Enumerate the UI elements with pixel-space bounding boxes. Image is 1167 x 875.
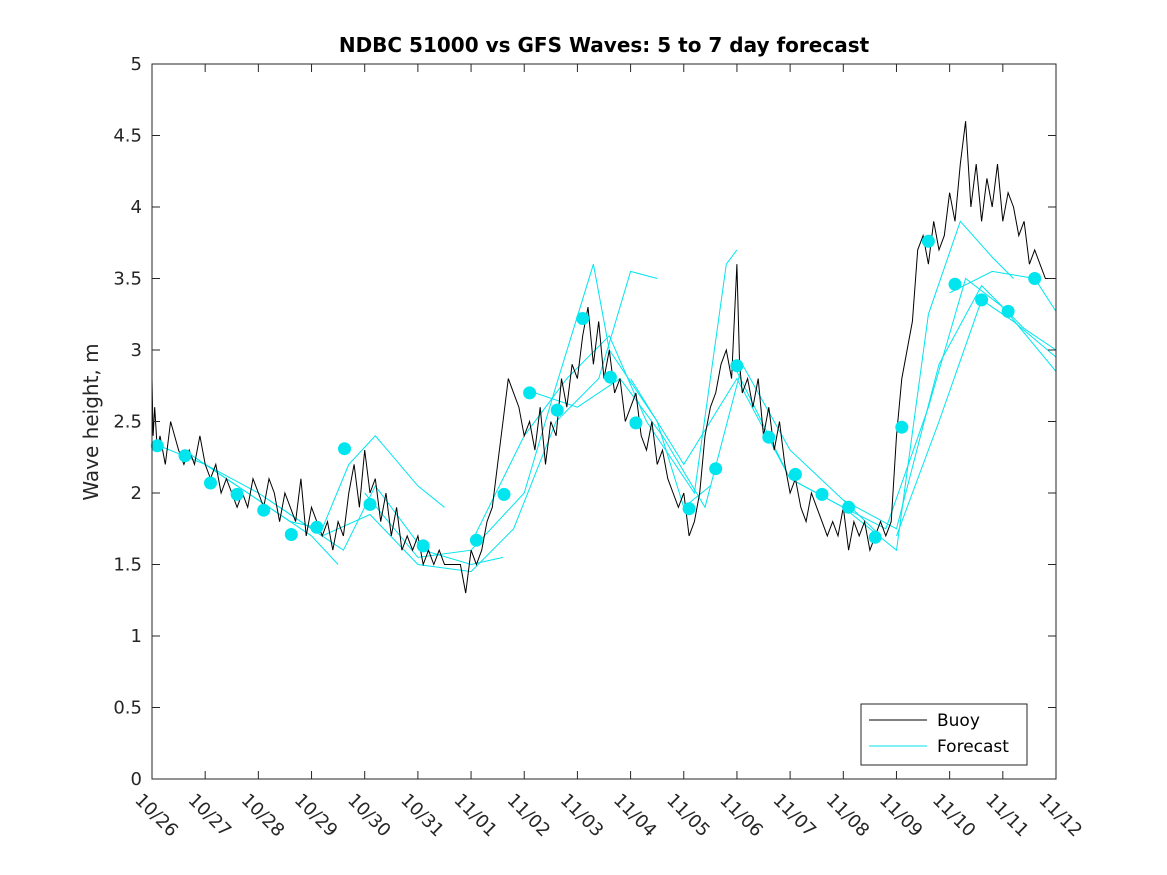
forecast-marker xyxy=(815,487,829,501)
axis-ticks xyxy=(151,63,1057,780)
forecast-marker xyxy=(550,403,564,417)
forecast-marker xyxy=(975,293,989,307)
forecast-marker xyxy=(1028,272,1042,285)
forecast-marker xyxy=(629,416,643,430)
forecast-marker xyxy=(762,430,776,444)
x-tick-label: 10/26 xyxy=(130,790,182,842)
forecast-line-5 xyxy=(364,264,711,558)
forecast-line-2 xyxy=(183,435,445,530)
forecast-marker xyxy=(497,487,511,501)
forecast-marker xyxy=(895,420,909,434)
legend-buoy-label: Buoy xyxy=(937,711,980,731)
forecast-line-12 xyxy=(949,270,1057,312)
y-tick-label: 2.5 xyxy=(113,412,142,433)
y-tick-label: 0 xyxy=(131,769,142,790)
forecast-marker xyxy=(523,386,537,400)
forecast-line-8 xyxy=(630,220,1014,552)
forecast-marker xyxy=(788,467,802,481)
y-tick-label: 0.5 xyxy=(113,698,142,719)
forecast-marker xyxy=(469,533,483,547)
plot-background xyxy=(152,64,1056,779)
x-tick-label: 11/01 xyxy=(450,790,502,842)
forecast-series-group xyxy=(151,220,1057,573)
y-tick-label: 5 xyxy=(131,54,142,75)
forecast-marker xyxy=(363,497,377,511)
forecast-marker xyxy=(204,476,217,490)
x-tick-label: 11/09 xyxy=(875,790,927,842)
legend: Buoy Forecast xyxy=(860,703,1028,766)
forecast-marker xyxy=(921,234,935,248)
forecast-marker xyxy=(284,528,298,541)
y-tick-label: 4.5 xyxy=(113,126,142,147)
x-tick-label: 10/28 xyxy=(237,790,289,842)
forecast-marker xyxy=(257,503,271,517)
x-tick-label: 11/05 xyxy=(662,790,714,842)
x-tick-label: 11/12 xyxy=(1034,790,1086,842)
x-tick-label: 10/31 xyxy=(396,790,448,842)
y-tick-label: 4 xyxy=(131,197,142,218)
x-tick-label: 11/08 xyxy=(822,790,874,842)
forecast-marker xyxy=(576,312,590,325)
x-tick-label: 11/06 xyxy=(715,790,767,842)
x-tick-label: 11/03 xyxy=(556,790,608,842)
legend-box xyxy=(860,703,1028,766)
x-tick-label: 10/30 xyxy=(343,790,395,842)
forecast-marker xyxy=(682,502,696,516)
forecast-line-10 xyxy=(843,284,1057,530)
forecast-marker xyxy=(230,487,244,501)
x-tick-label: 10/29 xyxy=(290,790,342,842)
buoy-series-group xyxy=(151,121,1051,594)
forecast-marker xyxy=(338,442,351,456)
y-tick-label: 1 xyxy=(131,626,142,647)
x-tick-label: 10/27 xyxy=(184,790,236,842)
forecast-marker xyxy=(948,277,962,291)
forecast-marker xyxy=(709,462,723,476)
y-tick-label: 2 xyxy=(131,483,142,504)
chart-title: NDBC 51000 vs GFS Waves: 5 to 7 day fore… xyxy=(339,33,870,57)
plot-area xyxy=(150,63,1057,780)
forecast-line-9 xyxy=(736,277,1057,530)
x-tick-label: 11/02 xyxy=(503,790,555,842)
forecast-marker xyxy=(178,449,192,463)
x-tick-label: 11/07 xyxy=(769,790,821,842)
y-tick-label: 3.5 xyxy=(113,269,142,290)
forecast-marker xyxy=(310,520,324,534)
forecast-line-7 xyxy=(534,362,881,537)
forecast-marker xyxy=(842,500,856,514)
forecast-marker xyxy=(730,359,744,373)
forecast-marker xyxy=(1001,304,1015,318)
y-tick-label: 1.5 xyxy=(113,555,142,576)
x-tick-label: 11/11 xyxy=(981,790,1033,842)
x-tick-label: 11/10 xyxy=(928,790,980,842)
buoy-line xyxy=(151,121,1051,594)
forecast-line-4 xyxy=(268,270,658,573)
forecast-line-3 xyxy=(204,463,504,566)
forecast-marker-group xyxy=(150,234,1042,553)
forecast-marker xyxy=(603,370,617,384)
x-tick-labels: 10/26 10/27 10/28 10/29 10/30 10/31 11/01 11/02… xyxy=(130,790,1086,842)
x-tick-label: 11/04 xyxy=(609,790,661,842)
forecast-marker xyxy=(416,539,430,553)
forecast-line-6 xyxy=(470,249,738,544)
legend-forecast-label: Forecast xyxy=(937,737,1009,757)
forecast-marker xyxy=(868,530,882,544)
y-tick-labels: 0 0.5 1 1.5 2 2.5 3 3.5 4 4.5 5 xyxy=(113,54,142,790)
y-axis-label: Wave height, m xyxy=(79,343,103,500)
forecast-marker xyxy=(150,439,164,453)
y-tick-label: 3 xyxy=(131,340,142,361)
